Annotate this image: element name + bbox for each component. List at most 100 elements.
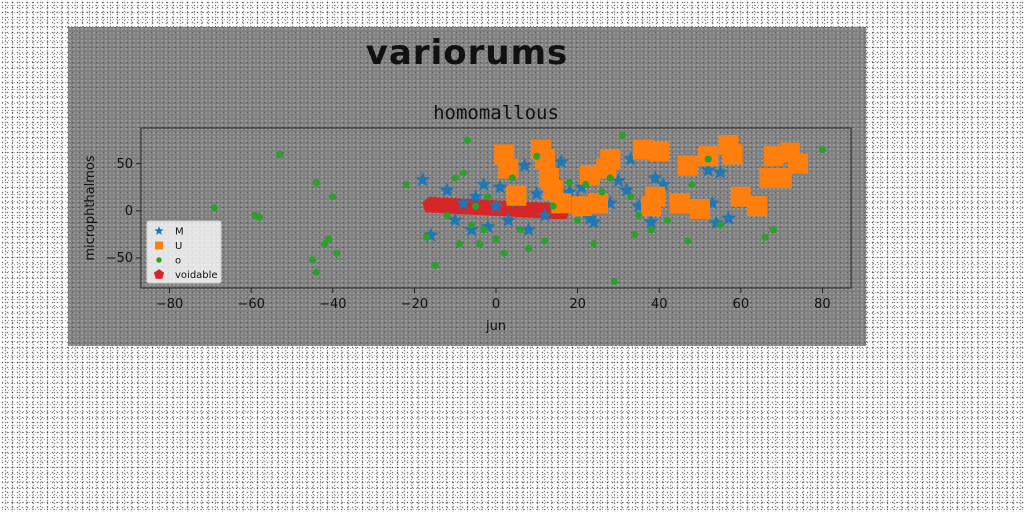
legend-label-u: U: [175, 241, 182, 252]
data-point-m: [700, 162, 716, 177]
data-point-u: [690, 198, 711, 219]
x-tick-label: −60: [237, 297, 264, 312]
data-point-o: [647, 226, 655, 234]
data-point-m: [610, 172, 626, 188]
legend-label-m: M: [175, 227, 184, 238]
data-point-m: [480, 218, 496, 234]
x-tick-label: −80: [156, 297, 183, 312]
data-point-u: [571, 196, 592, 217]
data-point-o: [484, 193, 492, 201]
data-point-o: [663, 216, 671, 224]
data-point-u: [763, 146, 784, 167]
data-point-u: [649, 141, 670, 162]
data-point-o: [492, 235, 500, 243]
data-point-m: [463, 221, 480, 237]
x-tick-label: 80: [814, 297, 831, 312]
tick-layer: −80 −60 −40 −20 0 20 40 60 80 −50 0 50: [106, 157, 831, 312]
data-point-o: [467, 221, 476, 229]
data-point-u: [551, 193, 572, 214]
data-point-o: [761, 233, 769, 241]
data-point-m: [439, 182, 455, 197]
data-point-u: [600, 149, 621, 170]
data-point-m: [553, 153, 569, 169]
data-point-m: [476, 176, 492, 191]
scatter-chart: homomallous −80 −60 −40 −20 0 20 40 60 80−50050 …: [83, 102, 852, 334]
data-point-m: [574, 179, 590, 194]
data-point-o: [508, 174, 516, 182]
data-point-m: [708, 215, 724, 230]
data-point-m: [602, 195, 618, 210]
data-point-o: [582, 180, 590, 189]
legend-marker-u: [155, 241, 163, 250]
data-point-o: [684, 237, 692, 245]
data-point-o: [480, 226, 488, 234]
data-point-o: [688, 180, 696, 189]
data-point-o: [333, 249, 341, 257]
x-tick-label: 20: [569, 297, 586, 312]
data-point-m: [619, 182, 635, 197]
data-point-o: [631, 230, 639, 238]
data-point-o: [402, 180, 410, 189]
data-point-m: [704, 195, 720, 210]
data-point-o: [443, 211, 451, 220]
y-tick-label: −50: [106, 251, 133, 266]
y-tick-label: 0: [125, 204, 133, 219]
series-o: [210, 131, 827, 286]
data-point-o: [451, 174, 459, 182]
data-point-o: [541, 237, 549, 245]
data-point-o: [329, 193, 337, 201]
data-point-m: [712, 164, 728, 179]
x-axis-title: jun: [485, 319, 506, 334]
data-point-m: [623, 151, 639, 166]
data-point-m: [582, 210, 598, 225]
data-point-o: [618, 131, 627, 140]
data-point-m: [423, 227, 439, 242]
data-point-o: [423, 233, 431, 241]
data-point-o: [255, 213, 263, 222]
data-point-o: [704, 155, 712, 163]
data-point-m: [631, 198, 647, 213]
y-axis-title: microphthalmos: [83, 155, 98, 260]
data-point-o: [598, 188, 606, 196]
figure-suptitle: variorums: [365, 33, 569, 73]
data-point-m: [586, 214, 602, 229]
data-point-m: [492, 179, 508, 194]
data-point-o: [525, 244, 533, 253]
chart-figure: variorums homomallous −80 −60 −40 −20 0 20 40 6…: [68, 27, 866, 346]
data-point-m: [721, 210, 737, 225]
x-tick-label: 40: [651, 297, 668, 312]
legend-label-voidable: voidable: [175, 270, 218, 281]
data-point-o: [312, 178, 321, 187]
data-point-m: [455, 195, 471, 210]
data-point-u: [632, 139, 653, 160]
data-point-u: [747, 196, 768, 217]
data-point-m: [529, 185, 545, 201]
x-tick-label: 60: [733, 297, 750, 312]
data-point-o: [549, 202, 557, 210]
data-point-m: [643, 214, 659, 229]
data-point-o: [459, 169, 467, 177]
data-point-u: [588, 193, 609, 214]
data-point-o: [312, 268, 321, 276]
data-point-u: [506, 185, 527, 206]
data-point-u: [498, 158, 519, 179]
data-point-o: [716, 221, 725, 229]
data-point-o: [610, 277, 618, 286]
data-point-o: [476, 240, 484, 248]
x-tick-label: −20: [401, 297, 428, 312]
data-point-o: [635, 211, 643, 220]
data-point-o: [574, 216, 582, 224]
data-point-m: [447, 212, 463, 227]
data-point-u: [579, 165, 600, 186]
data-point-u: [730, 186, 751, 207]
legend-marker-o: [156, 257, 162, 263]
data-point-u: [771, 167, 792, 188]
data-point-o: [276, 150, 284, 158]
legend-marker-voidable: [153, 269, 165, 279]
data-point-m: [521, 221, 537, 237]
data-point-o: [325, 235, 333, 243]
data-point-u: [669, 193, 690, 214]
data-point-o: [500, 249, 508, 257]
data-point-o: [769, 226, 778, 234]
data-point-u: [722, 144, 743, 165]
